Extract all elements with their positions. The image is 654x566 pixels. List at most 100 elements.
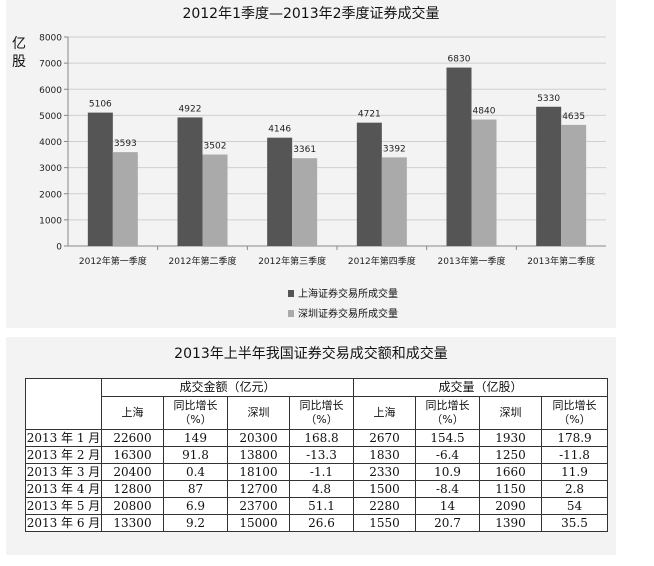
x-tick-label: 2013年第二季度 [527, 255, 595, 267]
bar-shanghai [87, 112, 113, 247]
table-cell: -6.4 [415, 446, 480, 464]
chart-panel: 2012年1季度—2013年2季度证券成交量亿股 0 1000 2000 3000 400… [6, 0, 616, 328]
table-cell: 16300 [101, 446, 164, 464]
bar-shenzhen [381, 157, 407, 246]
x-tick-label: 2012年第一季度 [79, 255, 147, 267]
table-cell: 87 [163, 480, 228, 498]
y-tick-label: 1000 [39, 216, 62, 226]
subheader-growth-line1: 同比增长 [425, 399, 470, 412]
table-cell: 54 [541, 497, 608, 515]
data-label: 4146 [268, 125, 291, 135]
x-tick-label: 2012年第四季度 [348, 255, 416, 267]
y-tick-label: 5000 [39, 112, 62, 122]
subheader-growth-line2: （%） [558, 413, 591, 426]
bar-shenzhen [561, 124, 587, 246]
table-cell: 1500 [353, 480, 416, 498]
subheader-growth-line1: 同比增长 [552, 399, 597, 412]
subheader-shanghai: 上海 [353, 396, 416, 430]
subheader-growth-line1: 同比增长 [299, 399, 344, 412]
bar-shenzhen [471, 119, 497, 246]
table-cell: 6.9 [163, 497, 228, 515]
x-tick-label: 2013年第一季度 [438, 255, 506, 267]
table-cell: 178.9 [541, 429, 608, 447]
table-cell: 12800 [101, 480, 164, 498]
table-cell: 2670 [353, 429, 416, 447]
y-tick-label: 6000 [39, 86, 62, 96]
table-row: 2013 年 4 月 12800 87 12700 4.8 1500 -8.4 1150 2.8 [25, 480, 608, 498]
data-label: 3593 [114, 139, 137, 149]
table-row: 2013 年 2 月 16300 91.8 13800 -13.3 1830 -6.4 125… [25, 446, 608, 464]
table-cell: 14 [415, 497, 480, 515]
subheader-shenzhen: 深圳 [479, 396, 542, 430]
table-cell: 149 [163, 429, 228, 447]
data-label: 6830 [448, 55, 471, 65]
subheader-growth: 同比增长 （%） [289, 396, 354, 430]
table-sub-header-row: 上海 同比增长 （%） 深圳 同比增长 （%） 上海 同比增长 （%） 深圳 同比增长… [26, 396, 608, 430]
table-panel: 2013年上半年我国证券交易成交额和成交量 成交金额（亿元） 成交量（亿股） 上… [6, 337, 616, 555]
bar-shanghai [446, 67, 472, 246]
table-cell: 51.1 [289, 497, 354, 515]
subheader-growth-line2: （%） [179, 413, 212, 426]
chart-title: 2012年1季度—2013年2季度证券成交量 [182, 5, 439, 22]
table-cell: 20800 [101, 497, 164, 515]
table-cell: 2.8 [541, 480, 608, 498]
table-row: 2013 年 1 月 22600 149 20300 168.8 2670 154.5 193… [25, 429, 608, 447]
table-cell: 1150 [479, 480, 542, 498]
y-tick-label: 7000 [39, 60, 62, 70]
table-cell: -1.1 [289, 463, 354, 481]
table-cell: 20400 [101, 463, 164, 481]
table-cell: 1830 [353, 446, 416, 464]
bar-shanghai [267, 137, 293, 246]
table-cell: 1390 [479, 514, 542, 532]
row-month-cell: 2013 年 3 月 [25, 463, 102, 481]
subheader-growth: 同比增长 （%） [415, 396, 480, 430]
legend-swatch [288, 310, 294, 317]
legend-label: 上海证券交易所成交量 [298, 287, 398, 300]
y-tick-label: 2000 [39, 190, 62, 200]
table-cell: -13.3 [289, 446, 354, 464]
table-cell: 13300 [101, 514, 164, 532]
table-row: 2013 年 5 月 20800 6.9 23700 51.1 2280 14 2090 54 [25, 497, 608, 515]
legend-swatch [288, 290, 294, 297]
y-tick-label: 0 [56, 243, 62, 253]
bar-shenzhen [202, 154, 228, 246]
table-cell: 12700 [227, 480, 290, 498]
data-label: 3502 [204, 142, 227, 152]
table-cell: 0.4 [163, 463, 228, 481]
x-tick-label: 2012年第三季度 [258, 255, 326, 267]
table-body: 2013 年 1 月 22600 149 20300 168.8 2670 154.5 193… [25, 429, 608, 532]
table-row: 2013 年 6 月 13300 9.2 15000 26.6 1550 20.7 1390 3… [25, 514, 608, 532]
data-label: 4922 [179, 104, 202, 114]
table-cell: 91.8 [163, 446, 228, 464]
data-label: 3361 [293, 145, 316, 155]
table-cell: 4.8 [289, 480, 354, 498]
table-cell: 35.5 [541, 514, 608, 532]
table-cell: 22600 [101, 429, 164, 447]
table-cell: 20.7 [415, 514, 480, 532]
table-cell: 11.9 [541, 463, 608, 481]
data-label: 3392 [383, 144, 406, 154]
y-tick-label: 8000 [39, 34, 62, 44]
group-header-volume: 成交量（亿股） [353, 378, 608, 397]
table-cell: 13800 [227, 446, 290, 464]
row-month-cell: 2013 年 6 月 [25, 514, 102, 532]
data-label: 4635 [562, 112, 585, 122]
subheader-shenzhen: 深圳 [227, 396, 290, 430]
data-label: 5106 [89, 100, 112, 110]
table-group-header-row: 成交金额（亿元） 成交量（亿股） [25, 378, 608, 430]
corner-cell [25, 378, 102, 430]
subheader-growth-line2: （%） [305, 413, 338, 426]
y-tick-label: 4000 [39, 138, 62, 148]
table-cell: 1930 [479, 429, 542, 447]
table-cell: 2090 [479, 497, 542, 515]
group-header-amount: 成交金额（亿元） [101, 378, 354, 397]
y-tick-label: 3000 [39, 164, 62, 174]
table-cell: 26.6 [289, 514, 354, 532]
table-title: 2013年上半年我国证券交易成交额和成交量 [174, 346, 448, 362]
legend-label: 深圳证券交易所成交量 [298, 307, 398, 320]
subheader-shanghai: 上海 [101, 396, 164, 430]
table-cell: 154.5 [415, 429, 480, 447]
table-cell: 20300 [227, 429, 290, 447]
table-cell: 23700 [227, 497, 290, 515]
